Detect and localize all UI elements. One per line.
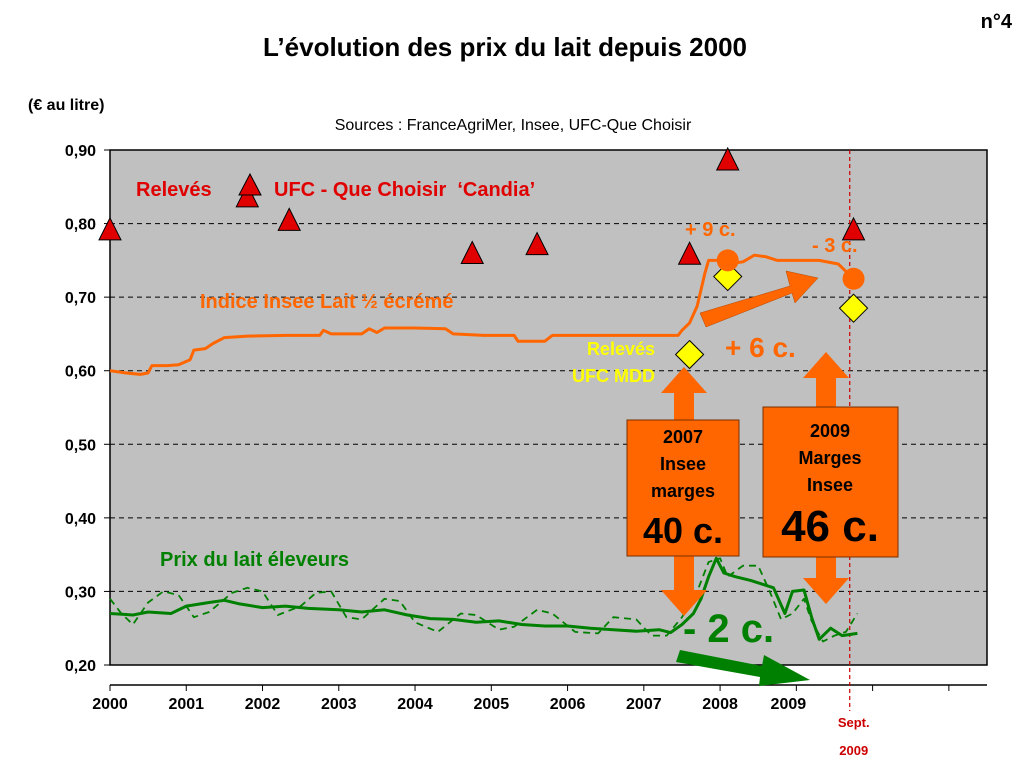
x-tick-label: 2002 <box>245 696 281 713</box>
x-tick-label: 2007 <box>626 696 662 713</box>
box-2009-line1: 2009 <box>810 421 850 441</box>
x-tick-label: 2003 <box>321 696 357 713</box>
y-tick-label: 0,30 <box>65 584 96 601</box>
candia-triangle-point <box>525 231 549 256</box>
y-axis: 0,20 0,30 0,40 0,50 0,60 0,70 0,80 0,90 <box>65 143 110 675</box>
insee-lait-label: Indice Insee Lait ½ écrémé <box>200 291 453 313</box>
candia-triangle-point <box>460 240 485 264</box>
eleveurs_dashed-series-line <box>109 557 859 643</box>
mdd-diamond-point <box>713 261 743 292</box>
unit-label: (€ au litre) <box>28 97 104 114</box>
box-2009-value: 46 c. <box>781 502 879 551</box>
y-tick-label: 0,60 <box>65 364 96 381</box>
y-tick-label: 0,40 <box>65 511 96 528</box>
plus-6-label: + 6 c. <box>725 332 796 363</box>
x-tick-label: 2006 <box>550 696 586 713</box>
candia-triangle-point <box>841 216 866 241</box>
mdd-diamond-point <box>674 339 705 370</box>
marker-label-month: Sept. <box>838 715 870 730</box>
series-layer <box>98 146 869 643</box>
y-tick-label: 0,90 <box>65 143 96 160</box>
x-tick-label: 2008 <box>702 696 738 713</box>
minus-2-label: - 2 c. <box>683 607 774 651</box>
box-2007-line2: Insee <box>660 454 706 474</box>
eleveurs-series-line <box>109 556 858 641</box>
arrow-plus-6-diagonal <box>699 270 819 328</box>
plus-9-label: + 9 c. <box>685 219 736 241</box>
mdd-label-line1: Relevés <box>587 339 655 359</box>
minus-3-label: - 3 c. <box>812 235 858 257</box>
x-tick-label: 2004 <box>397 696 433 713</box>
box-2009-marges-insee <box>762 406 899 558</box>
arrow-minus-2-diagonal <box>676 650 810 686</box>
candia-triangle-point <box>235 183 260 208</box>
candia-triangle-point <box>715 146 740 171</box>
candia-triangle-point <box>677 241 702 265</box>
x-tick-label: 2009 <box>771 696 807 713</box>
slide-number: n°4 <box>981 11 1013 33</box>
insee-price-dot <box>842 267 865 290</box>
marker-label-year: 2009 <box>839 743 868 758</box>
y-tick-label: 0,20 <box>65 658 96 675</box>
releves-label: Relevés <box>136 179 212 201</box>
y-tick-label: 0,70 <box>65 290 96 307</box>
box-2009-line3: Insee <box>807 475 853 495</box>
sources-label: Sources : FranceAgriMer, Insee, UFC-Que … <box>335 117 692 134</box>
candia-triangle-point <box>98 216 122 241</box>
candia-legend-triangle <box>238 172 262 196</box>
eleveurs-label: Prix du lait éleveurs <box>160 549 349 571</box>
y-tick-label: 0,80 <box>65 217 96 234</box>
x-tick-label: 2001 <box>168 696 204 713</box>
box-2007-insee-marges <box>626 419 740 557</box>
mdd-label-line2: UFC MDD <box>572 366 655 386</box>
box-2007-line3: marges <box>651 481 715 501</box>
candia-legend-label: UFC - Que Choisir ‘Candia’ <box>274 179 535 201</box>
box-2009-line2: Marges <box>798 448 861 468</box>
candia-triangle-point <box>277 207 302 231</box>
y-tick-label: 0,50 <box>65 437 96 454</box>
chart-title: L’évolution des prix du lait depuis 2000 <box>263 32 747 62</box>
box-2007-line1: 2007 <box>663 427 703 447</box>
box-2007-value: 40 c. <box>643 510 723 551</box>
insee-price-dot <box>716 249 739 272</box>
mdd-diamond-point <box>838 293 869 323</box>
x-tick-label: 2000 <box>92 696 128 713</box>
x-axis: 2000 2001 2002 2003 2004 2005 2006 2007 2008 2009 <box>92 684 987 713</box>
x-tick-label: 2005 <box>474 696 510 713</box>
